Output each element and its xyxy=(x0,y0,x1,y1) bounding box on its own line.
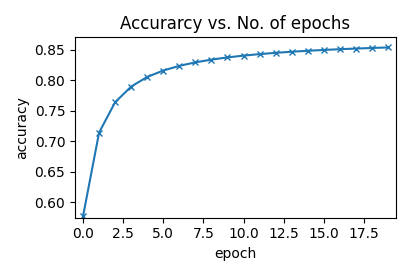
X-axis label: epoch: epoch xyxy=(215,247,256,261)
Y-axis label: accuracy: accuracy xyxy=(15,96,29,159)
Title: Accurarcy vs. No. of epochs: Accurarcy vs. No. of epochs xyxy=(120,15,351,33)
